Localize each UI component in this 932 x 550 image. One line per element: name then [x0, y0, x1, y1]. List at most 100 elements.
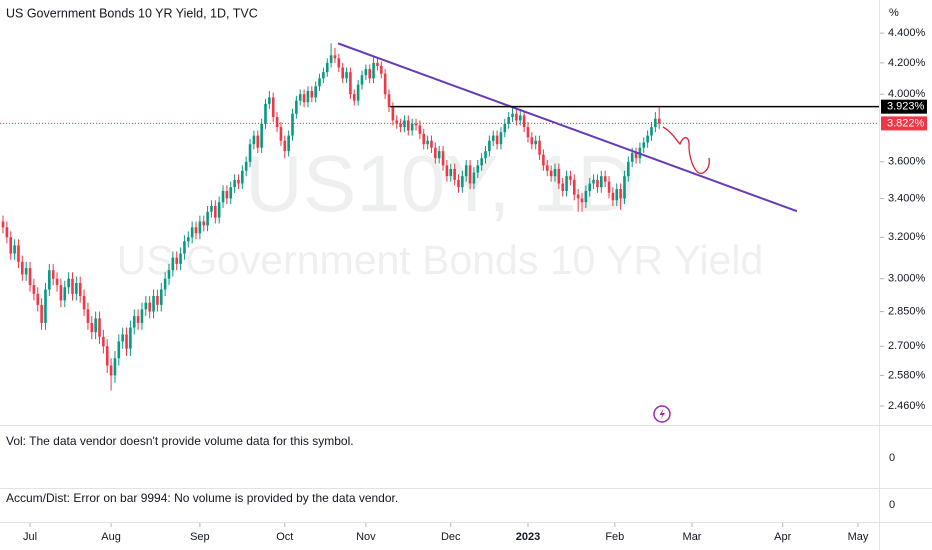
- candle-body: [352, 94, 356, 101]
- candle-body: [51, 270, 55, 279]
- candle-body: [90, 322, 94, 333]
- candle-body: [129, 327, 132, 349]
- candle-body: [557, 168, 561, 184]
- last-price-label-box: [881, 116, 927, 131]
- candle-body: [132, 316, 136, 328]
- candle-body: [298, 94, 302, 101]
- candle-body: [148, 302, 151, 312]
- candle-body: [526, 127, 530, 138]
- candle-body: [468, 165, 472, 184]
- candle-body: [229, 187, 233, 199]
- candle-body: [592, 179, 595, 184]
- candle-body: [237, 179, 240, 184]
- last-price-label: 3.822%: [887, 117, 925, 129]
- x-tick-label: Sep: [190, 531, 210, 543]
- candle-body: [426, 140, 429, 145]
- candle-body: [364, 69, 368, 76]
- candle-body: [399, 123, 402, 128]
- candle-body: [576, 194, 580, 199]
- candle-body: [86, 309, 90, 323]
- candle-body: [102, 336, 105, 347]
- candle-body: [190, 227, 194, 238]
- candle-body: [98, 318, 101, 337]
- candle-body: [511, 113, 514, 118]
- candle-body: [518, 115, 522, 121]
- candle-body: [360, 75, 364, 85]
- candle-body: [333, 55, 337, 59]
- candle-body: [395, 120, 399, 124]
- candle-body: [430, 140, 433, 148]
- volume-pane-scale: 0: [889, 452, 895, 464]
- candle-body: [214, 206, 217, 218]
- candle-body: [480, 158, 483, 166]
- candle-body: [179, 253, 182, 264]
- x-tick-label: Feb: [605, 531, 624, 543]
- candle-body: [252, 135, 256, 145]
- candle-body: [596, 179, 599, 188]
- candle-body: [287, 135, 290, 152]
- candle-body: [105, 346, 109, 366]
- y-tick-label: 3.200%: [888, 231, 926, 243]
- volume-pane-text: Vol: The data vendor doesn't provide vol…: [6, 434, 354, 448]
- candle-body: [538, 140, 541, 155]
- candle-body: [302, 94, 306, 103]
- horizontal-line-label: 3.923%: [887, 101, 925, 113]
- candle-body: [279, 127, 283, 141]
- candle-body: [549, 170, 553, 177]
- candle-body: [457, 179, 460, 188]
- candle-body: [248, 144, 252, 162]
- candle-body: [109, 365, 113, 376]
- x-tick-label: Mar: [683, 531, 702, 543]
- candle-body: [495, 135, 499, 145]
- candle-body: [372, 62, 375, 79]
- candle-body: [36, 293, 40, 305]
- candle-body: [202, 221, 206, 226]
- candle-body: [484, 151, 487, 159]
- candle-body: [221, 190, 225, 203]
- y-tick-label: 3.600%: [888, 156, 926, 168]
- candle-body: [175, 257, 179, 264]
- plot-area: [0, 42, 880, 391]
- candle-body: [136, 316, 140, 323]
- candle-body: [63, 287, 67, 301]
- candle-body: [383, 73, 387, 95]
- candle-body: [144, 302, 148, 310]
- x-tick-label: Oct: [276, 531, 293, 543]
- candle-body: [441, 151, 445, 166]
- y-tick-label: 2.580%: [888, 369, 926, 381]
- candle-body: [437, 151, 441, 159]
- candle-body: [241, 170, 244, 184]
- candle-body: [345, 72, 348, 79]
- candle-body: [32, 285, 36, 294]
- candle-body: [5, 227, 9, 238]
- candle-body: [461, 176, 464, 188]
- candle-body: [194, 227, 198, 234]
- candle-body: [410, 123, 414, 131]
- candle-body: [310, 91, 314, 98]
- candle-body: [630, 152, 634, 162]
- candle-body: [615, 189, 619, 201]
- chart-title: US Government Bonds 10 YR Yield, 1D, TVC: [6, 6, 258, 20]
- candle-body: [159, 289, 163, 305]
- y-tick-label: 3.400%: [888, 192, 926, 204]
- candle-body: [256, 135, 260, 148]
- y-tick-label: 4.000%: [888, 88, 926, 100]
- candle-body: [225, 190, 229, 199]
- candle-body: [40, 304, 43, 323]
- candle-body: [607, 181, 611, 193]
- candle-body: [623, 176, 626, 199]
- candle-body: [113, 358, 117, 376]
- accum-pane-text: Accum/Dist: Error on bar 9994: No volume…: [6, 491, 398, 505]
- candle-body: [306, 91, 310, 103]
- candle-body: [642, 142, 646, 148]
- candle-body: [588, 183, 592, 191]
- candle-body: [654, 118, 657, 128]
- y-tick-label: 3.000%: [888, 273, 926, 285]
- candle-body: [603, 176, 607, 182]
- candle-body: [650, 127, 653, 136]
- candle-body: [171, 257, 175, 271]
- candle-body: [140, 309, 144, 323]
- candle-body: [75, 282, 78, 294]
